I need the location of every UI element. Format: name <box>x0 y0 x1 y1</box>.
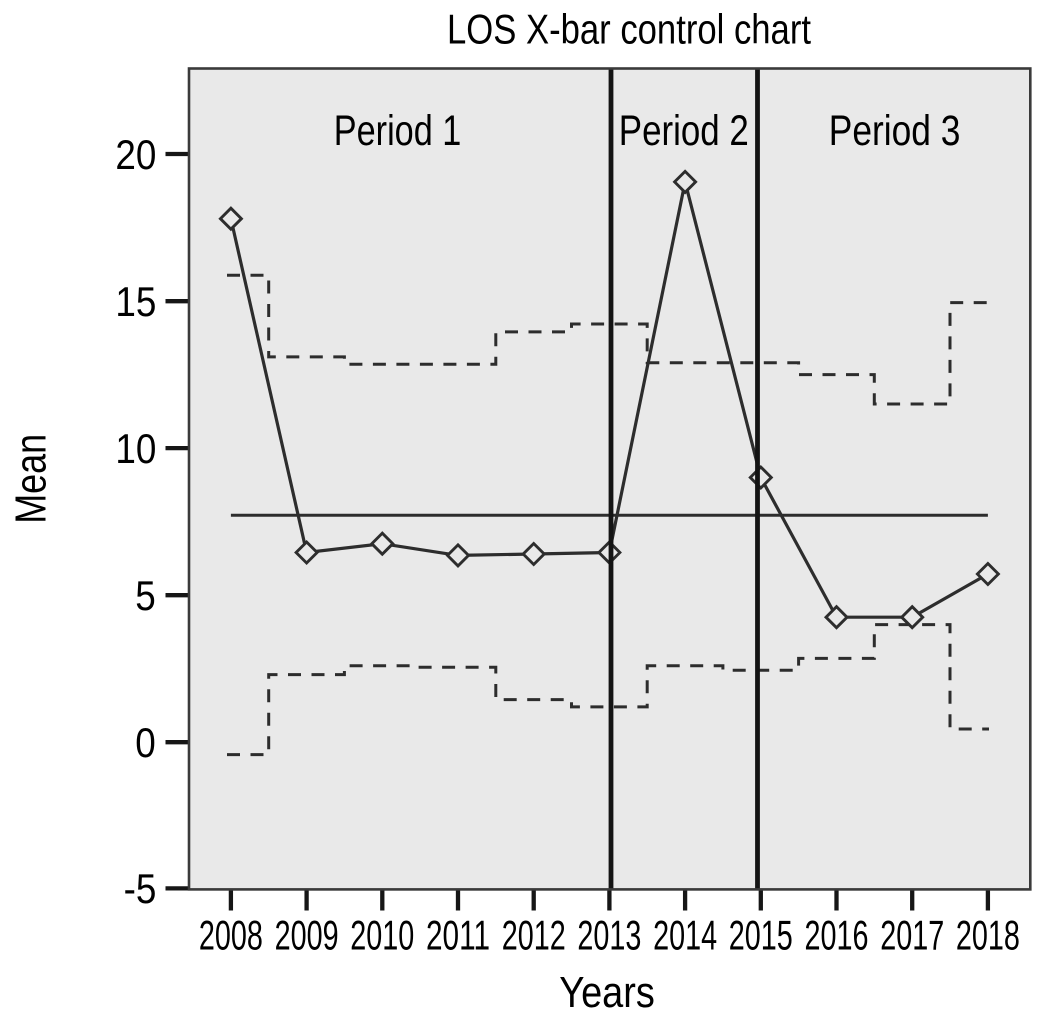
svg-text:10: 10 <box>115 425 156 472</box>
svg-text:2011: 2011 <box>426 912 490 959</box>
svg-text:Years: Years <box>559 968 655 1017</box>
svg-text:2009: 2009 <box>275 912 339 959</box>
svg-text:Period 3: Period 3 <box>829 107 961 155</box>
svg-text:LOS X-bar control chart: LOS X-bar control chart <box>447 5 811 52</box>
svg-text:2018: 2018 <box>956 912 1020 959</box>
svg-text:Period 1: Period 1 <box>334 107 462 155</box>
svg-text:Period 2: Period 2 <box>619 107 749 155</box>
svg-text:2012: 2012 <box>502 912 566 959</box>
svg-text:5: 5 <box>135 572 156 619</box>
svg-text:15: 15 <box>115 278 156 325</box>
svg-text:2010: 2010 <box>350 912 414 959</box>
svg-text:Mean: Mean <box>6 434 55 524</box>
svg-text:0: 0 <box>135 719 156 766</box>
svg-text:2013: 2013 <box>577 912 641 959</box>
svg-text:2015: 2015 <box>729 912 793 959</box>
svg-text:-5: -5 <box>124 865 157 912</box>
svg-text:2016: 2016 <box>805 912 869 959</box>
svg-text:20: 20 <box>115 131 156 178</box>
svg-text:2014: 2014 <box>653 912 717 959</box>
svg-text:2017: 2017 <box>880 912 944 959</box>
svg-text:2008: 2008 <box>199 912 263 959</box>
